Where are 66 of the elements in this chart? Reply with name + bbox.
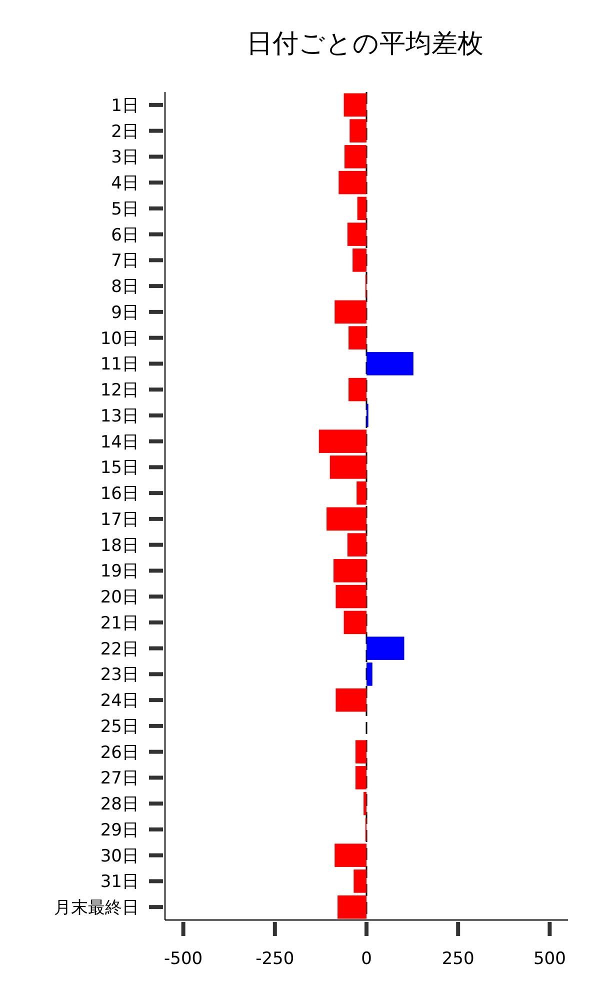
y-tick-label: 14日	[100, 432, 139, 452]
bar	[356, 481, 366, 505]
bar	[336, 688, 366, 712]
y-tick-label: 6日	[111, 225, 139, 246]
bar	[347, 533, 366, 556]
y-tick-label: 18日	[100, 536, 139, 556]
y-tick-label: 17日	[100, 510, 139, 530]
x-tick-label: 0	[361, 949, 372, 969]
y-tick-label: 12日	[100, 380, 139, 401]
x-tick-label: -250	[256, 949, 294, 969]
y-tick-label: 13日	[100, 406, 139, 426]
bar	[336, 584, 366, 608]
chart-title: 日付ごとの平均差枚	[246, 29, 484, 59]
y-tick-label: 26日	[100, 742, 139, 763]
bar	[364, 792, 366, 816]
y-tick-label: 23日	[100, 665, 139, 686]
y-tick-label: 25日	[100, 716, 139, 737]
y-tick-label: 28日	[100, 794, 139, 815]
y-tick-label: 7日	[111, 251, 139, 272]
bar	[350, 119, 366, 142]
bar	[334, 559, 366, 582]
x-tick-label: 250	[442, 949, 474, 969]
bar	[344, 145, 366, 168]
y-tick-label: 31日	[100, 872, 139, 892]
bar	[334, 844, 366, 867]
y-tick-label: 22日	[100, 639, 139, 660]
bar	[347, 222, 366, 246]
y-tick-label: 24日	[100, 691, 139, 712]
x-tick-label: -500	[164, 949, 203, 969]
bar	[357, 196, 366, 220]
bar	[344, 93, 366, 117]
y-tick-label: 30日	[100, 846, 139, 866]
y-tick-label: 5日	[111, 199, 139, 220]
y-tick-label: 2日	[111, 122, 139, 142]
bar	[330, 456, 366, 479]
y-tick-label: 11日	[100, 354, 139, 375]
bar	[334, 300, 366, 324]
y-tick-label: 9日	[111, 302, 139, 323]
y-tick-label: 1日	[111, 96, 139, 116]
y-tick-label: 8日	[111, 277, 139, 298]
y-tick-label: 27日	[100, 768, 139, 789]
y-tick-label: 4日	[111, 174, 139, 194]
y-tick-label: 19日	[100, 562, 139, 582]
bar	[366, 352, 414, 376]
bar	[348, 326, 366, 350]
bar	[344, 610, 366, 634]
bar	[318, 430, 366, 453]
bar	[356, 766, 366, 790]
y-tick-label: 10日	[100, 328, 139, 349]
y-tick-label: 16日	[100, 484, 139, 504]
bar	[326, 507, 366, 531]
y-tick-label: 20日	[100, 588, 139, 608]
bar	[338, 170, 366, 194]
x-tick-label: 500	[533, 949, 566, 969]
bar	[356, 740, 366, 764]
bar	[352, 248, 366, 272]
bar	[354, 870, 366, 893]
bar	[348, 378, 366, 402]
y-tick-label: 15日	[100, 458, 139, 478]
bar	[366, 636, 404, 660]
y-tick-label: 21日	[100, 613, 139, 634]
y-tick-label: 3日	[111, 148, 139, 168]
y-tick-label: 29日	[100, 820, 139, 840]
bar	[338, 895, 366, 919]
bar	[366, 662, 372, 686]
y-tick-label: 月末最終日	[54, 898, 139, 918]
